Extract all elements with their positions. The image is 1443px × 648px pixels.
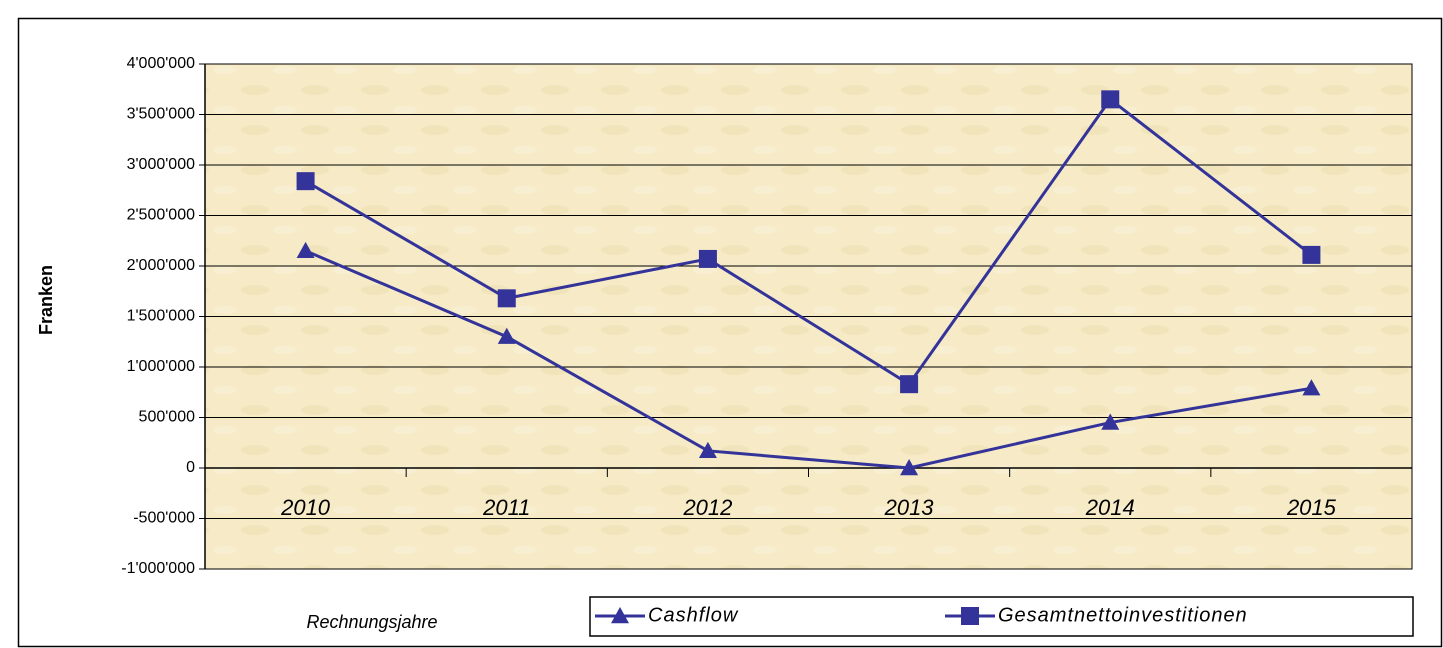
x-tick-label: 2013 — [884, 495, 935, 520]
x-tick-label: 2012 — [682, 495, 732, 520]
x-axis-title: Rechnungsjahre — [306, 612, 437, 632]
y-tick-label: -1'000'000 — [121, 560, 195, 577]
y-tick-label: 2'500'000 — [127, 207, 196, 224]
y-tick-label: -500'000 — [133, 510, 195, 527]
marker — [900, 459, 919, 476]
marker — [497, 327, 516, 344]
legend-label: Cashflow — [648, 604, 739, 626]
y-tick-label: 1'000'000 — [127, 358, 196, 375]
frame — [17, 17, 1443, 648]
marker — [961, 607, 979, 625]
legend-label: Gesamtnettoinvestitionen — [998, 604, 1248, 626]
y-tick-label: 3'000'000 — [127, 156, 196, 173]
series-line — [304, 97, 1313, 387]
y-tick-label: 500'000 — [139, 409, 196, 426]
y-tick-label: 2'000'000 — [127, 257, 196, 274]
y-tick-label: 1'500'000 — [127, 308, 196, 325]
x-tick-label: 2015 — [1286, 495, 1337, 520]
x-tick-label: 2014 — [1085, 495, 1135, 520]
marker — [296, 172, 315, 191]
marker — [497, 289, 516, 308]
plot-border — [204, 63, 1413, 570]
y-axis-title: Franken — [36, 265, 56, 335]
marker — [1101, 90, 1120, 109]
marker — [1101, 413, 1120, 430]
marker — [698, 441, 717, 459]
y-tick-label: 3'500'000 — [127, 106, 196, 123]
marker — [1302, 245, 1321, 264]
marker — [296, 241, 315, 259]
marker — [611, 607, 629, 624]
legend — [589, 596, 1414, 637]
marker — [1302, 379, 1321, 396]
y-tick-label: 0 — [186, 459, 195, 476]
y-tick-label: 4'000'000 — [127, 55, 196, 72]
series-line — [304, 249, 1312, 470]
x-tick-label: 2011 — [482, 495, 530, 520]
marker — [698, 249, 717, 268]
x-tick-label: 2010 — [280, 495, 331, 520]
marker — [900, 375, 919, 394]
